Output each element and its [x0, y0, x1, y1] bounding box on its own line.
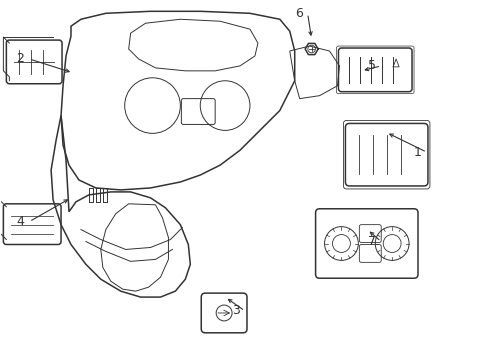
Text: 1: 1	[413, 146, 421, 159]
Text: 6: 6	[294, 7, 302, 20]
Text: 2: 2	[17, 53, 24, 66]
Text: 7: 7	[367, 235, 375, 248]
Text: 5: 5	[367, 59, 375, 72]
Text: 4: 4	[17, 215, 24, 228]
Text: 3: 3	[232, 305, 240, 318]
